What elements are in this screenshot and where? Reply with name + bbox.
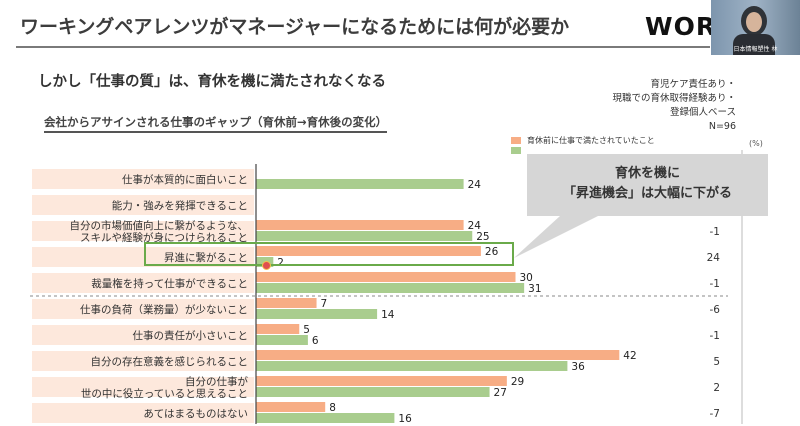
data-label-before: 5 (303, 324, 310, 336)
data-label-after: 27 (494, 387, 507, 399)
webcam-caption: 日本情報塑性 林 (733, 46, 778, 53)
bar-after (256, 361, 568, 371)
callout-text: 育休を機に 「昇進機会」は大幅に下がる (562, 166, 732, 201)
legend-swatch-before (511, 137, 521, 144)
bar-after (256, 179, 464, 189)
category-label: 裁量権を持って仕事ができること (91, 277, 248, 290)
category-label-bg (32, 273, 254, 293)
bar-before (256, 324, 300, 334)
data-label-before: 8 (329, 402, 336, 414)
bar-after (256, 387, 490, 397)
difference-value: 5 (713, 356, 720, 368)
category-label: 昇進に繋がること (164, 251, 248, 264)
data-label-after: 6 (312, 335, 319, 347)
category-label: 自分の仕事が世の中に役立っていると思えること (81, 375, 249, 400)
category-label: 仕事が本質的に面白いこと (122, 173, 248, 186)
title-underline (16, 46, 710, 48)
slide-subtitle: しかし「仕事の質」は、育休を機に満たされなくなる (38, 74, 386, 90)
bar-before (256, 246, 481, 256)
bar-after (256, 231, 473, 241)
data-label-after: 24 (468, 179, 482, 191)
chart-legend: 育休前に仕事で満たされていたこと (511, 134, 655, 154)
category-label-bg (32, 351, 254, 371)
presenter-body (733, 34, 775, 55)
bar-after (256, 335, 308, 345)
data-label-after: 2 (277, 257, 284, 269)
slide-title: ワーキングペアレンツがマネージャーになるためには何が必要か (20, 16, 570, 38)
bar-after (256, 283, 525, 293)
webcam-thumbnail: 日本情報塑性 林 (711, 0, 800, 55)
data-label-before: 7 (321, 298, 328, 310)
difference-value: -1 (710, 278, 720, 290)
category-label-bg (32, 299, 254, 319)
data-label-after: 14 (381, 309, 395, 321)
data-label-before: 26 (485, 246, 499, 258)
chart-title: 会社からアサインされる仕事のギャップ（育休前→育休後の変化） (44, 114, 388, 133)
callout-pointer (514, 216, 598, 258)
note-line: N=96 (708, 121, 736, 132)
difference-value: 24 (707, 252, 721, 264)
category-label: 能力・強みを発揮できること (112, 199, 248, 212)
category-label-bg (32, 403, 254, 423)
category-label-bg (32, 169, 254, 189)
callout-box (527, 154, 768, 216)
difference-value: -1 (710, 226, 720, 238)
data-label-after: 25 (476, 231, 489, 243)
note-line: 現職での育休取得経験あり・ (612, 93, 736, 104)
category-label-bg (32, 221, 254, 241)
legend-item-after (511, 147, 655, 154)
data-label-before: 24 (468, 220, 482, 232)
category-label: あてはまるものはない (143, 408, 248, 420)
note-line: 登録個人ベース (669, 107, 736, 118)
bar-after (256, 309, 378, 319)
category-label-bg (32, 195, 254, 215)
data-label-before: 30 (520, 272, 533, 284)
category-label: 仕事の責任が小さいこと (133, 329, 249, 342)
bar-before (256, 402, 326, 412)
difference-value: -1 (710, 330, 720, 342)
legend-item-before: 育休前に仕事で満たされていたこと (511, 134, 655, 147)
data-label-after: 16 (398, 413, 412, 425)
unit-label: (%) (749, 139, 763, 148)
data-label-before: 42 (623, 350, 636, 362)
bar-after (256, 413, 395, 423)
presenter-face (746, 12, 762, 32)
bar-before (256, 376, 507, 386)
note-line: 育児ケア責任あり・ (650, 79, 736, 90)
category-label: 自分の存在意義を感じられること (91, 355, 249, 368)
legend-label-before: 育休前に仕事で満たされていたこと (527, 136, 655, 145)
data-label-after: 36 (571, 361, 585, 373)
category-label: 仕事の負荷（業務量）が少ないこと (80, 303, 248, 316)
data-label-before: 29 (511, 376, 524, 388)
brand-logo: WOR (645, 12, 717, 41)
bar-before (256, 298, 317, 308)
category-label-bg (32, 247, 254, 267)
category-label-bg (32, 377, 254, 397)
category-label-bg (32, 325, 254, 345)
difference-value: -7 (710, 408, 720, 420)
bar-before (256, 272, 516, 282)
data-label-after: 31 (528, 283, 541, 295)
highlight-frame (144, 242, 514, 266)
highlight-point (262, 261, 271, 270)
difference-value: 2 (713, 382, 720, 394)
bar-before (256, 220, 464, 230)
bar-before (256, 350, 620, 360)
sample-note: 育児ケア責任あり・ 現職での育休取得経験あり・ 登録個人ベース N=96 (612, 78, 736, 134)
category-label: 自分の市場価値向上に繋がるような、スキルや経験が身につけられること (70, 219, 249, 244)
legend-swatch-after (511, 147, 521, 154)
difference-value: -6 (710, 304, 721, 316)
